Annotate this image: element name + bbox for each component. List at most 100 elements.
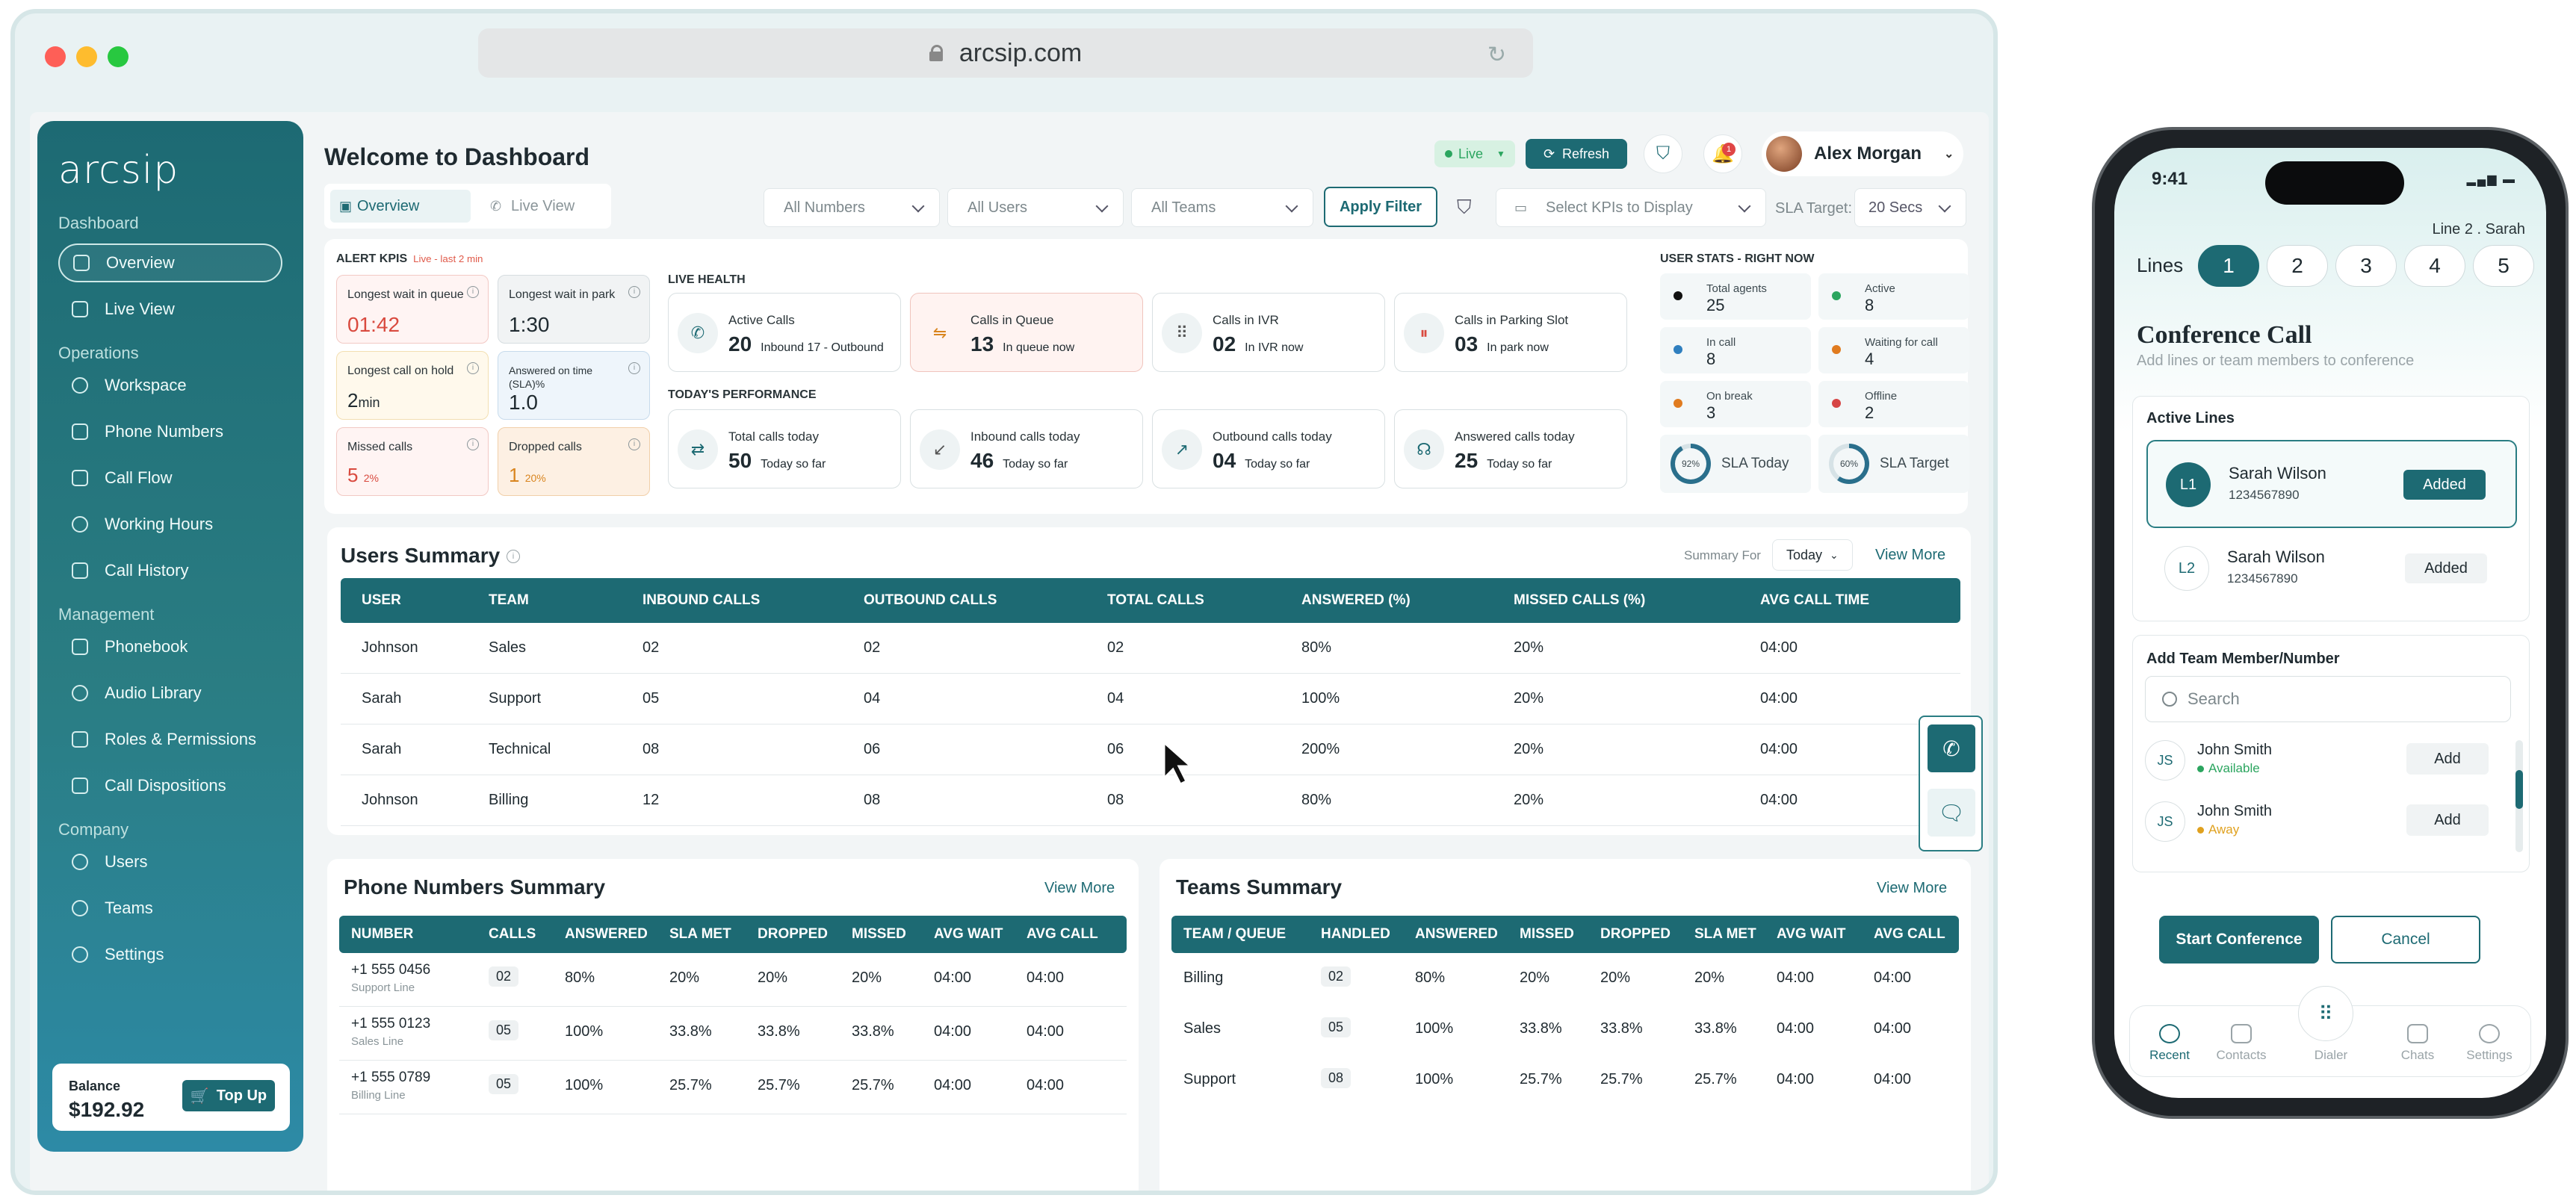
refresh-button[interactable]: ⟳ Refresh bbox=[1526, 139, 1627, 169]
kpi-select[interactable]: ▭ Select KPIs to Display bbox=[1496, 188, 1766, 227]
table-row[interactable]: +1 555 0456 Support Line 02 80% 20% 20% 20% 04:… bbox=[339, 953, 1127, 1007]
table-row[interactable]: Johnson Sales 02 02 02 80% 20% 04:00 bbox=[341, 623, 1960, 674]
phone-view-more-link[interactable]: View More bbox=[1044, 880, 1115, 896]
column-header[interactable]: TEAM / QUEUE bbox=[1183, 926, 1287, 942]
column-header[interactable]: MISSED CALLS (%) bbox=[1514, 592, 1646, 608]
table-row[interactable]: +1 555 0123 Sales Line 05 100% 33.8% 33.8% 33.… bbox=[339, 1007, 1127, 1061]
address-bar[interactable]: arcsip.com ↻ bbox=[478, 28, 1533, 78]
sidebar-item-audio-library[interactable]: Audio Library bbox=[58, 674, 282, 713]
member-search-input[interactable]: Search bbox=[2145, 676, 2511, 722]
card-calls-parking[interactable]: ⏸ Calls in Parking Slot 03 In park now bbox=[1394, 293, 1627, 372]
clear-filter-icon[interactable]: ⛉ bbox=[1457, 196, 1472, 218]
user-menu[interactable]: Alex Morgan ⌄ bbox=[1762, 131, 1963, 176]
column-header[interactable]: ANSWERED (%) bbox=[1301, 592, 1411, 608]
table-row[interactable]: Sarah Support 05 04 04 100% 20% 04:00 bbox=[341, 674, 1960, 724]
line-chip-5[interactable]: 5 bbox=[2473, 245, 2534, 287]
filter-button[interactable]: ⛉ bbox=[1644, 134, 1682, 173]
tab-overview[interactable]: ▣ Overview bbox=[330, 190, 471, 223]
close-window-dot[interactable] bbox=[45, 46, 66, 67]
sidebar-item-phone-numbers[interactable]: Phone Numbers bbox=[58, 412, 282, 451]
column-header[interactable]: ANSWERED bbox=[1415, 926, 1498, 942]
numbers-select[interactable]: All Numbers bbox=[764, 188, 940, 227]
users-view-more-link[interactable]: View More bbox=[1875, 547, 1946, 563]
table-row[interactable]: Johnson Billing 12 08 08 80% 20% 04:00 bbox=[341, 775, 1960, 826]
card-total-calls[interactable]: ⇄ Total calls today 50 Today so far bbox=[668, 409, 901, 488]
column-header[interactable]: ANSWERED bbox=[565, 926, 648, 942]
scrollbar-thumb[interactable] bbox=[2515, 770, 2523, 809]
sidebar-item-roles[interactable]: Roles & Permissions bbox=[58, 720, 282, 759]
start-conference-button[interactable]: Start Conference bbox=[2159, 916, 2319, 963]
kpi-longest-wait-park[interactable]: Longest wait in park i 1:30 bbox=[498, 275, 650, 344]
nav-contacts[interactable]: Contacts bbox=[2208, 1024, 2275, 1063]
summary-period-select[interactable]: Today ⌄ bbox=[1772, 539, 1853, 571]
sidebar-item-overview[interactable]: Overview bbox=[58, 243, 282, 282]
column-header[interactable]: AVG CALL bbox=[1874, 926, 1945, 942]
column-header[interactable]: MISSED bbox=[852, 926, 906, 942]
column-header[interactable]: HANDLED bbox=[1321, 926, 1390, 942]
sidebar-item-users[interactable]: Users bbox=[58, 843, 282, 881]
kpi-answered-on-time[interactable]: Answered on time (SLA)% i 1.0 bbox=[498, 351, 650, 420]
teams-select[interactable]: All Teams bbox=[1131, 188, 1313, 227]
column-header[interactable]: OUTBOUND CALLS bbox=[864, 592, 997, 608]
add-member-button[interactable]: Add bbox=[2406, 743, 2489, 775]
nav-chats[interactable]: Chats bbox=[2384, 1024, 2451, 1063]
line-chip-3[interactable]: 3 bbox=[2335, 245, 2397, 287]
member-scrollbar[interactable] bbox=[2515, 740, 2523, 852]
column-header[interactable]: AVG WAIT bbox=[1777, 926, 1846, 942]
sidebar-item-live-view[interactable]: Live View bbox=[58, 290, 282, 329]
member-row[interactable]: JS John Smith Away Add bbox=[2145, 792, 2511, 852]
card-active-calls[interactable]: ✆ Active Calls 20 Inbound 17 - Outbound bbox=[668, 293, 901, 372]
tab-live-view[interactable]: ✆ Live View bbox=[484, 190, 575, 223]
kpi-longest-hold[interactable]: Longest call on hold i 2min bbox=[336, 351, 489, 420]
users-select[interactable]: All Users bbox=[947, 188, 1124, 227]
maximize-window-dot[interactable] bbox=[108, 46, 129, 67]
table-row[interactable]: Sales 05 100% 33.8% 33.8% 33.8% 04:00 04:00 bbox=[1171, 1004, 1959, 1055]
kpi-longest-wait-queue[interactable]: Longest wait in queue i 01:42 bbox=[336, 275, 489, 344]
teams-view-more-link[interactable]: View More bbox=[1877, 880, 1948, 896]
member-row[interactable]: JS John Smith Available Add bbox=[2145, 731, 2511, 791]
column-header[interactable]: USER bbox=[362, 592, 401, 608]
card-answered-calls[interactable]: ☊ Answered calls today 25 Today so far bbox=[1394, 409, 1627, 488]
column-header[interactable]: AVG CALL TIME bbox=[1760, 592, 1870, 608]
nav-recent[interactable]: Recent bbox=[2136, 1024, 2203, 1063]
card-outbound-calls[interactable]: ↗ Outbound calls today 04 Today so far bbox=[1152, 409, 1385, 488]
table-row[interactable]: +1 555 0789 Billing Line 05 100% 25.7% 25.7% 2… bbox=[339, 1061, 1127, 1114]
minimize-window-dot[interactable] bbox=[76, 46, 97, 67]
add-member-button[interactable]: Add bbox=[2406, 804, 2489, 836]
column-header[interactable]: NUMBER bbox=[351, 926, 414, 942]
nav-settings[interactable]: Settings bbox=[2456, 1024, 2523, 1063]
apply-filter-button[interactable]: Apply Filter bbox=[1324, 187, 1437, 227]
nav-dialer[interactable]: Dialer bbox=[2297, 1048, 2365, 1063]
column-header[interactable]: CALLS bbox=[489, 926, 536, 942]
sidebar-item-teams[interactable]: Teams bbox=[58, 889, 282, 928]
column-header[interactable]: SLA MET bbox=[669, 926, 731, 942]
table-row[interactable]: Billing 02 80% 20% 20% 20% 04:00 04:00 bbox=[1171, 953, 1959, 1004]
dialer-button[interactable]: ⠿ bbox=[2298, 986, 2353, 1041]
sidebar-item-settings[interactable]: Settings bbox=[58, 935, 282, 974]
sidebar-item-call-dispositions[interactable]: Call Dispositions bbox=[58, 766, 282, 805]
sla-target-select[interactable]: 20 Secs bbox=[1854, 188, 1966, 227]
line-chip-1[interactable]: 1 bbox=[2198, 245, 2259, 287]
active-line-l2[interactable]: L2 Sarah Wilson 1234567890 Added bbox=[2146, 525, 2517, 613]
sidebar-item-working-hours[interactable]: Working Hours bbox=[58, 505, 282, 544]
column-header[interactable]: DROPPED bbox=[1600, 926, 1671, 942]
card-calls-in-ivr[interactable]: ⠿ Calls in IVR 02 In IVR now bbox=[1152, 293, 1385, 372]
cancel-button[interactable]: Cancel bbox=[2331, 916, 2480, 963]
column-header[interactable]: TOTAL CALLS bbox=[1107, 592, 1204, 608]
column-header[interactable]: TEAM bbox=[489, 592, 529, 608]
table-row[interactable]: Sarah Technical 08 06 06 200% 20% 04:00 bbox=[341, 724, 1960, 775]
card-calls-in-queue[interactable]: ⇋ Calls in Queue 13 In queue now bbox=[910, 293, 1143, 372]
notifications-button[interactable]: 🔔 1 bbox=[1703, 134, 1742, 173]
sidebar-item-call-history[interactable]: Call History bbox=[58, 551, 282, 590]
column-header[interactable]: DROPPED bbox=[758, 926, 828, 942]
kpi-missed-calls[interactable]: Missed calls i 5 2% bbox=[336, 427, 489, 496]
active-line-l1[interactable]: L1 Sarah Wilson 1234567890 Added bbox=[2146, 440, 2517, 528]
chat-button[interactable]: 🗨 bbox=[1928, 789, 1975, 837]
column-header[interactable]: INBOUND CALLS bbox=[643, 592, 761, 608]
live-status-dropdown[interactable]: Live ▼ bbox=[1434, 140, 1515, 167]
arcsip-logo[interactable]: arcsip bbox=[58, 148, 179, 193]
line-chip-2[interactable]: 2 bbox=[2267, 245, 2328, 287]
kpi-dropped-calls[interactable]: Dropped calls i 1 20% bbox=[498, 427, 650, 496]
column-header[interactable]: MISSED bbox=[1520, 926, 1574, 942]
sidebar-item-phonebook[interactable]: Phonebook bbox=[58, 627, 282, 666]
